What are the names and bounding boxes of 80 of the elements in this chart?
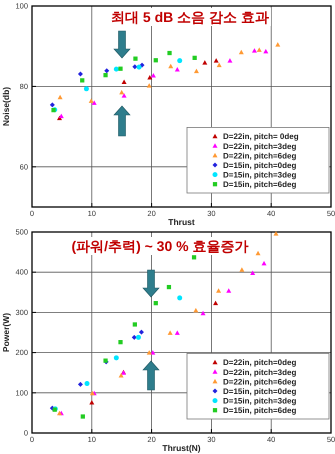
legend-label: D=15in, pitch=6deg	[223, 180, 296, 190]
y-axis-title: Noise(db)	[1, 86, 11, 126]
point	[78, 71, 83, 76]
point	[50, 102, 55, 108]
point	[168, 64, 174, 68]
point	[136, 334, 141, 340]
legend-label: D=22in, pitch=6deg	[223, 377, 296, 386]
point	[150, 350, 156, 355]
point	[177, 295, 182, 300]
point	[273, 231, 278, 236]
point	[256, 250, 261, 256]
point	[262, 260, 267, 266]
point	[177, 58, 182, 64]
point	[84, 381, 90, 386]
point	[89, 400, 94, 404]
point	[250, 270, 256, 276]
point	[154, 58, 158, 62]
legend-label: D=15in, pitch=3deg	[223, 396, 296, 406]
point	[114, 66, 119, 72]
point	[192, 255, 196, 260]
x-axis-title: Thrust	[168, 217, 195, 227]
point	[58, 94, 63, 100]
point	[214, 58, 219, 63]
point	[138, 330, 144, 335]
point	[150, 73, 156, 78]
point	[80, 78, 84, 82]
point	[118, 373, 124, 378]
point	[80, 414, 85, 419]
point	[118, 340, 123, 344]
point	[122, 93, 127, 98]
point	[147, 75, 152, 80]
point	[252, 48, 257, 53]
point	[263, 48, 268, 54]
point	[216, 288, 222, 293]
point	[133, 56, 138, 61]
point	[92, 100, 97, 105]
point	[132, 322, 137, 327]
point	[168, 330, 173, 335]
point	[132, 334, 137, 340]
point	[275, 42, 280, 47]
point	[194, 68, 199, 74]
legend-label: D=15in, pitch=0deg	[223, 161, 296, 170]
point	[193, 308, 198, 312]
point	[132, 64, 138, 70]
y-axis-title: Power(W)	[1, 312, 11, 352]
point	[84, 86, 89, 92]
point	[146, 83, 152, 88]
point	[103, 73, 108, 78]
legend-label: D=22in, pitch=6deg	[223, 151, 296, 160]
legend-label: D=15in, pitch=6deg	[223, 406, 296, 416]
point	[226, 288, 232, 293]
legend-label: D=15in, pitch=0deg	[223, 387, 296, 396]
point	[146, 350, 152, 355]
point	[227, 58, 232, 63]
point	[239, 267, 244, 272]
x-axis-title: Thrust(N)	[162, 443, 201, 453]
annotation: 최대 5 dB 소음 감소 효과	[111, 9, 269, 25]
point	[114, 355, 119, 360]
point	[202, 60, 208, 65]
point	[88, 98, 94, 103]
legend-label: D=22in, pitch=3deg	[223, 368, 296, 377]
point	[216, 62, 222, 68]
point	[118, 66, 123, 71]
point	[78, 382, 83, 387]
point	[122, 79, 127, 84]
point	[136, 64, 142, 70]
legend-label: D=15in, pitch=3deg	[223, 170, 296, 180]
legend-label: D=22in, pitch= 0deg	[223, 132, 299, 142]
annotation: (파워/추력) ~ 30 % 효율증가	[72, 238, 248, 254]
point	[154, 301, 158, 306]
point	[119, 90, 124, 94]
legend-label: D=22in, pitch=0deg	[223, 358, 296, 368]
point	[192, 56, 197, 60]
point	[256, 47, 262, 52]
point	[174, 67, 180, 72]
point	[104, 68, 110, 74]
legend-label: D=22in, pitch=3deg	[223, 142, 296, 151]
point	[213, 300, 218, 306]
point	[200, 310, 206, 316]
point	[174, 330, 180, 335]
